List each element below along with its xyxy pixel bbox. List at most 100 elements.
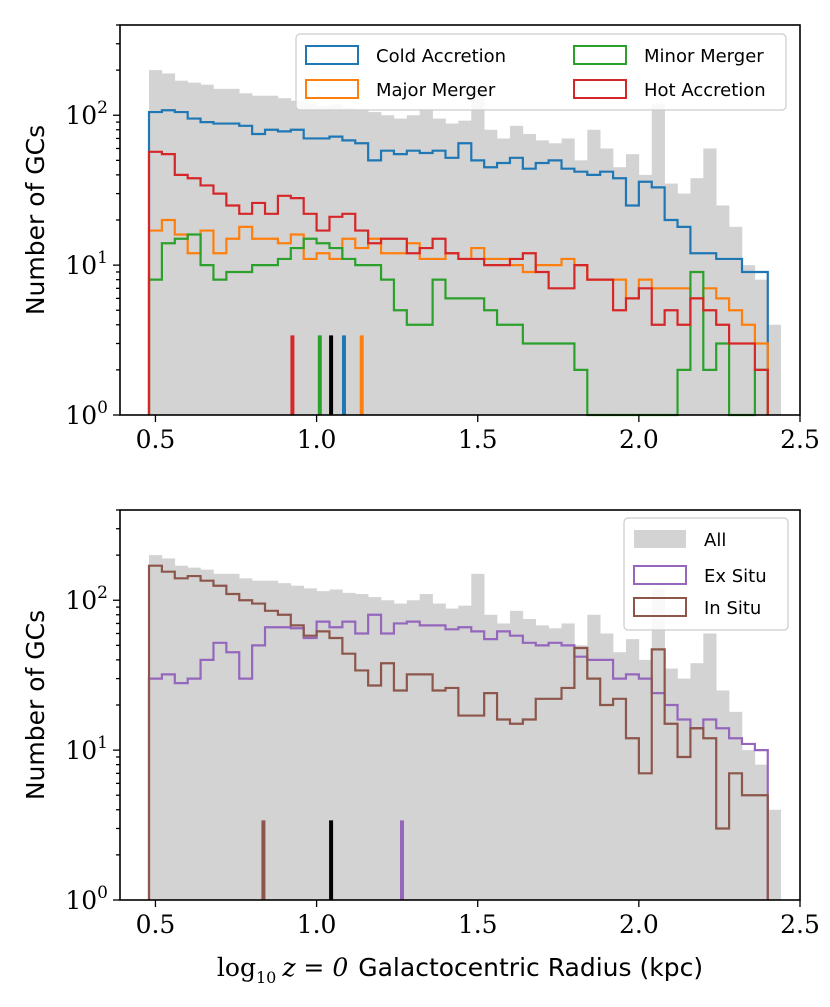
bottom-all-bar	[265, 580, 279, 900]
bottom-x-tick-label: 0.5	[136, 910, 176, 939]
top-all-bar	[393, 118, 408, 415]
bottom-all-bar	[690, 663, 704, 900]
bottom-all-bar	[522, 618, 537, 900]
bottom-all-bar	[677, 678, 691, 900]
bottom-all-bar	[419, 594, 433, 900]
bottom-all-bar	[767, 809, 781, 900]
bottom-y-tick-label: 101	[65, 733, 108, 765]
top-all-bar	[368, 112, 382, 416]
top-all-bar	[419, 109, 433, 416]
bottom-all-bar	[458, 605, 472, 900]
top-all-bar	[187, 82, 201, 415]
bottom-all-bar	[161, 558, 176, 900]
top-all-bar	[200, 84, 214, 416]
top-all-bar	[471, 88, 485, 415]
bottom-all-bar	[406, 600, 421, 900]
bottom-all-bar	[290, 585, 304, 900]
bottom-all-bar	[445, 608, 459, 900]
top-all-bar	[613, 167, 627, 415]
bottom-all-bar	[613, 652, 627, 900]
top-legend: Cold Accretion Major Merger Minor Merger Ho…	[295, 33, 787, 111]
bottom-legend-label-in-situ: In Situ	[704, 598, 761, 619]
top-all-bar	[509, 125, 524, 415]
top-all-bar	[574, 160, 588, 415]
top-series-hot-accretion	[147, 150, 769, 415]
x-axis-label-log: log	[217, 953, 256, 982]
top-y-tick-label: 102	[65, 98, 108, 130]
bottom-all-bar	[651, 588, 665, 900]
top-legend-label-cold-accretion: Cold Accretion	[376, 46, 506, 67]
top-all-bar	[174, 80, 188, 415]
top-legend-swatch-major-merger	[305, 79, 359, 99]
bottom-x-tick-label: 1.5	[458, 910, 498, 939]
top-all-bar	[497, 138, 511, 415]
top-all-bar	[729, 226, 743, 415]
top-legend-swatch-hot-accretion	[573, 79, 627, 99]
bottom-all-bar	[432, 603, 446, 900]
x-axis-label-text: Galactocentric Radius (kpc)	[358, 953, 703, 982]
bottom-y-tick-label: 100	[65, 883, 108, 915]
top-axis-ticks: 0.5 1.0 1.5 2.0 2.5 100 101 102	[65, 24, 820, 454]
top-all-bar	[690, 178, 704, 415]
bottom-all-bar	[703, 633, 717, 900]
bottom-all-bar	[174, 565, 188, 900]
top-all-bar	[587, 129, 601, 415]
bottom-all-bar	[277, 583, 292, 900]
top-all-bar	[406, 115, 421, 416]
top-all-bar	[445, 123, 459, 416]
bottom-all-bar	[471, 573, 485, 900]
bottom-series-in-situ	[147, 564, 769, 900]
bottom-all-bar	[754, 764, 769, 900]
top-all-bar	[484, 129, 498, 415]
bottom-y-axis-label: Number of GCs	[21, 610, 50, 800]
bottom-all-bar	[381, 600, 395, 900]
bottom-all-bar	[535, 625, 549, 900]
top-legend-swatch-minor-merger	[573, 45, 627, 65]
bottom-all-bar	[368, 597, 382, 900]
top-all-bar	[651, 103, 665, 415]
top-legend-label-hot-accretion: Hot Accretion	[644, 80, 766, 101]
top-y-tick-label: 101	[65, 248, 108, 280]
top-all-bar	[535, 140, 549, 415]
top-all-bar	[600, 148, 614, 415]
bottom-all-bar	[355, 594, 369, 900]
bottom-all-bar	[548, 628, 562, 900]
bottom-all-bar	[729, 711, 743, 900]
top-all-bar	[625, 154, 640, 415]
top-all-bar	[703, 148, 717, 415]
top-y-tick-label: 100	[65, 398, 108, 430]
top-all-bar	[522, 133, 537, 415]
top-all-bar	[561, 138, 575, 415]
bottom-legend: All Ex Situ In Situ	[623, 517, 789, 631]
bottom-x-tick-label: 2.5	[780, 910, 820, 939]
bottom-all-bar	[574, 645, 588, 900]
top-legend-label-major-merger: Major Merger	[376, 80, 496, 101]
bottom-histogram-panel: 0.5 1.0 1.5 2.0 2.5 100 101 102 Number of GCs A…	[21, 509, 820, 987]
top-all-bar	[226, 88, 240, 415]
top-all-bar	[149, 70, 163, 416]
bottom-legend-label-all: All	[704, 530, 726, 551]
bottom-all-bar	[316, 591, 330, 900]
top-x-tick-label: 2.0	[619, 425, 659, 454]
top-x-tick-label: 1.0	[297, 425, 337, 454]
bottom-all-bar	[497, 623, 511, 900]
top-all-bar	[548, 143, 562, 415]
bottom-x-tick-label: 2.0	[619, 910, 659, 939]
bottom-legend-swatch-ex-situ	[633, 565, 687, 585]
top-histogram-panel: 0.5 1.0 1.5 2.0 2.5 100 101 102 Number of GCs C…	[21, 24, 820, 454]
bottom-all-bar	[664, 668, 678, 900]
bottom-all-bar	[587, 614, 601, 900]
bottom-series-ex-situ	[147, 613, 769, 900]
top-all-bar	[741, 265, 756, 415]
bottom-all-bar	[252, 580, 266, 900]
bottom-all-bar	[342, 592, 356, 900]
bottom-axis-ticks: 0.5 1.0 1.5 2.0 2.5 100 101 102	[65, 509, 820, 939]
top-all-bar	[381, 115, 395, 416]
bottom-all-bar	[509, 610, 524, 900]
bottom-all-bar	[600, 633, 614, 900]
top-x-tick-label: 2.5	[780, 425, 820, 454]
top-series-cold-accretion	[147, 109, 769, 415]
bottom-all-bar	[226, 573, 240, 900]
bottom-all-bar	[213, 573, 227, 900]
